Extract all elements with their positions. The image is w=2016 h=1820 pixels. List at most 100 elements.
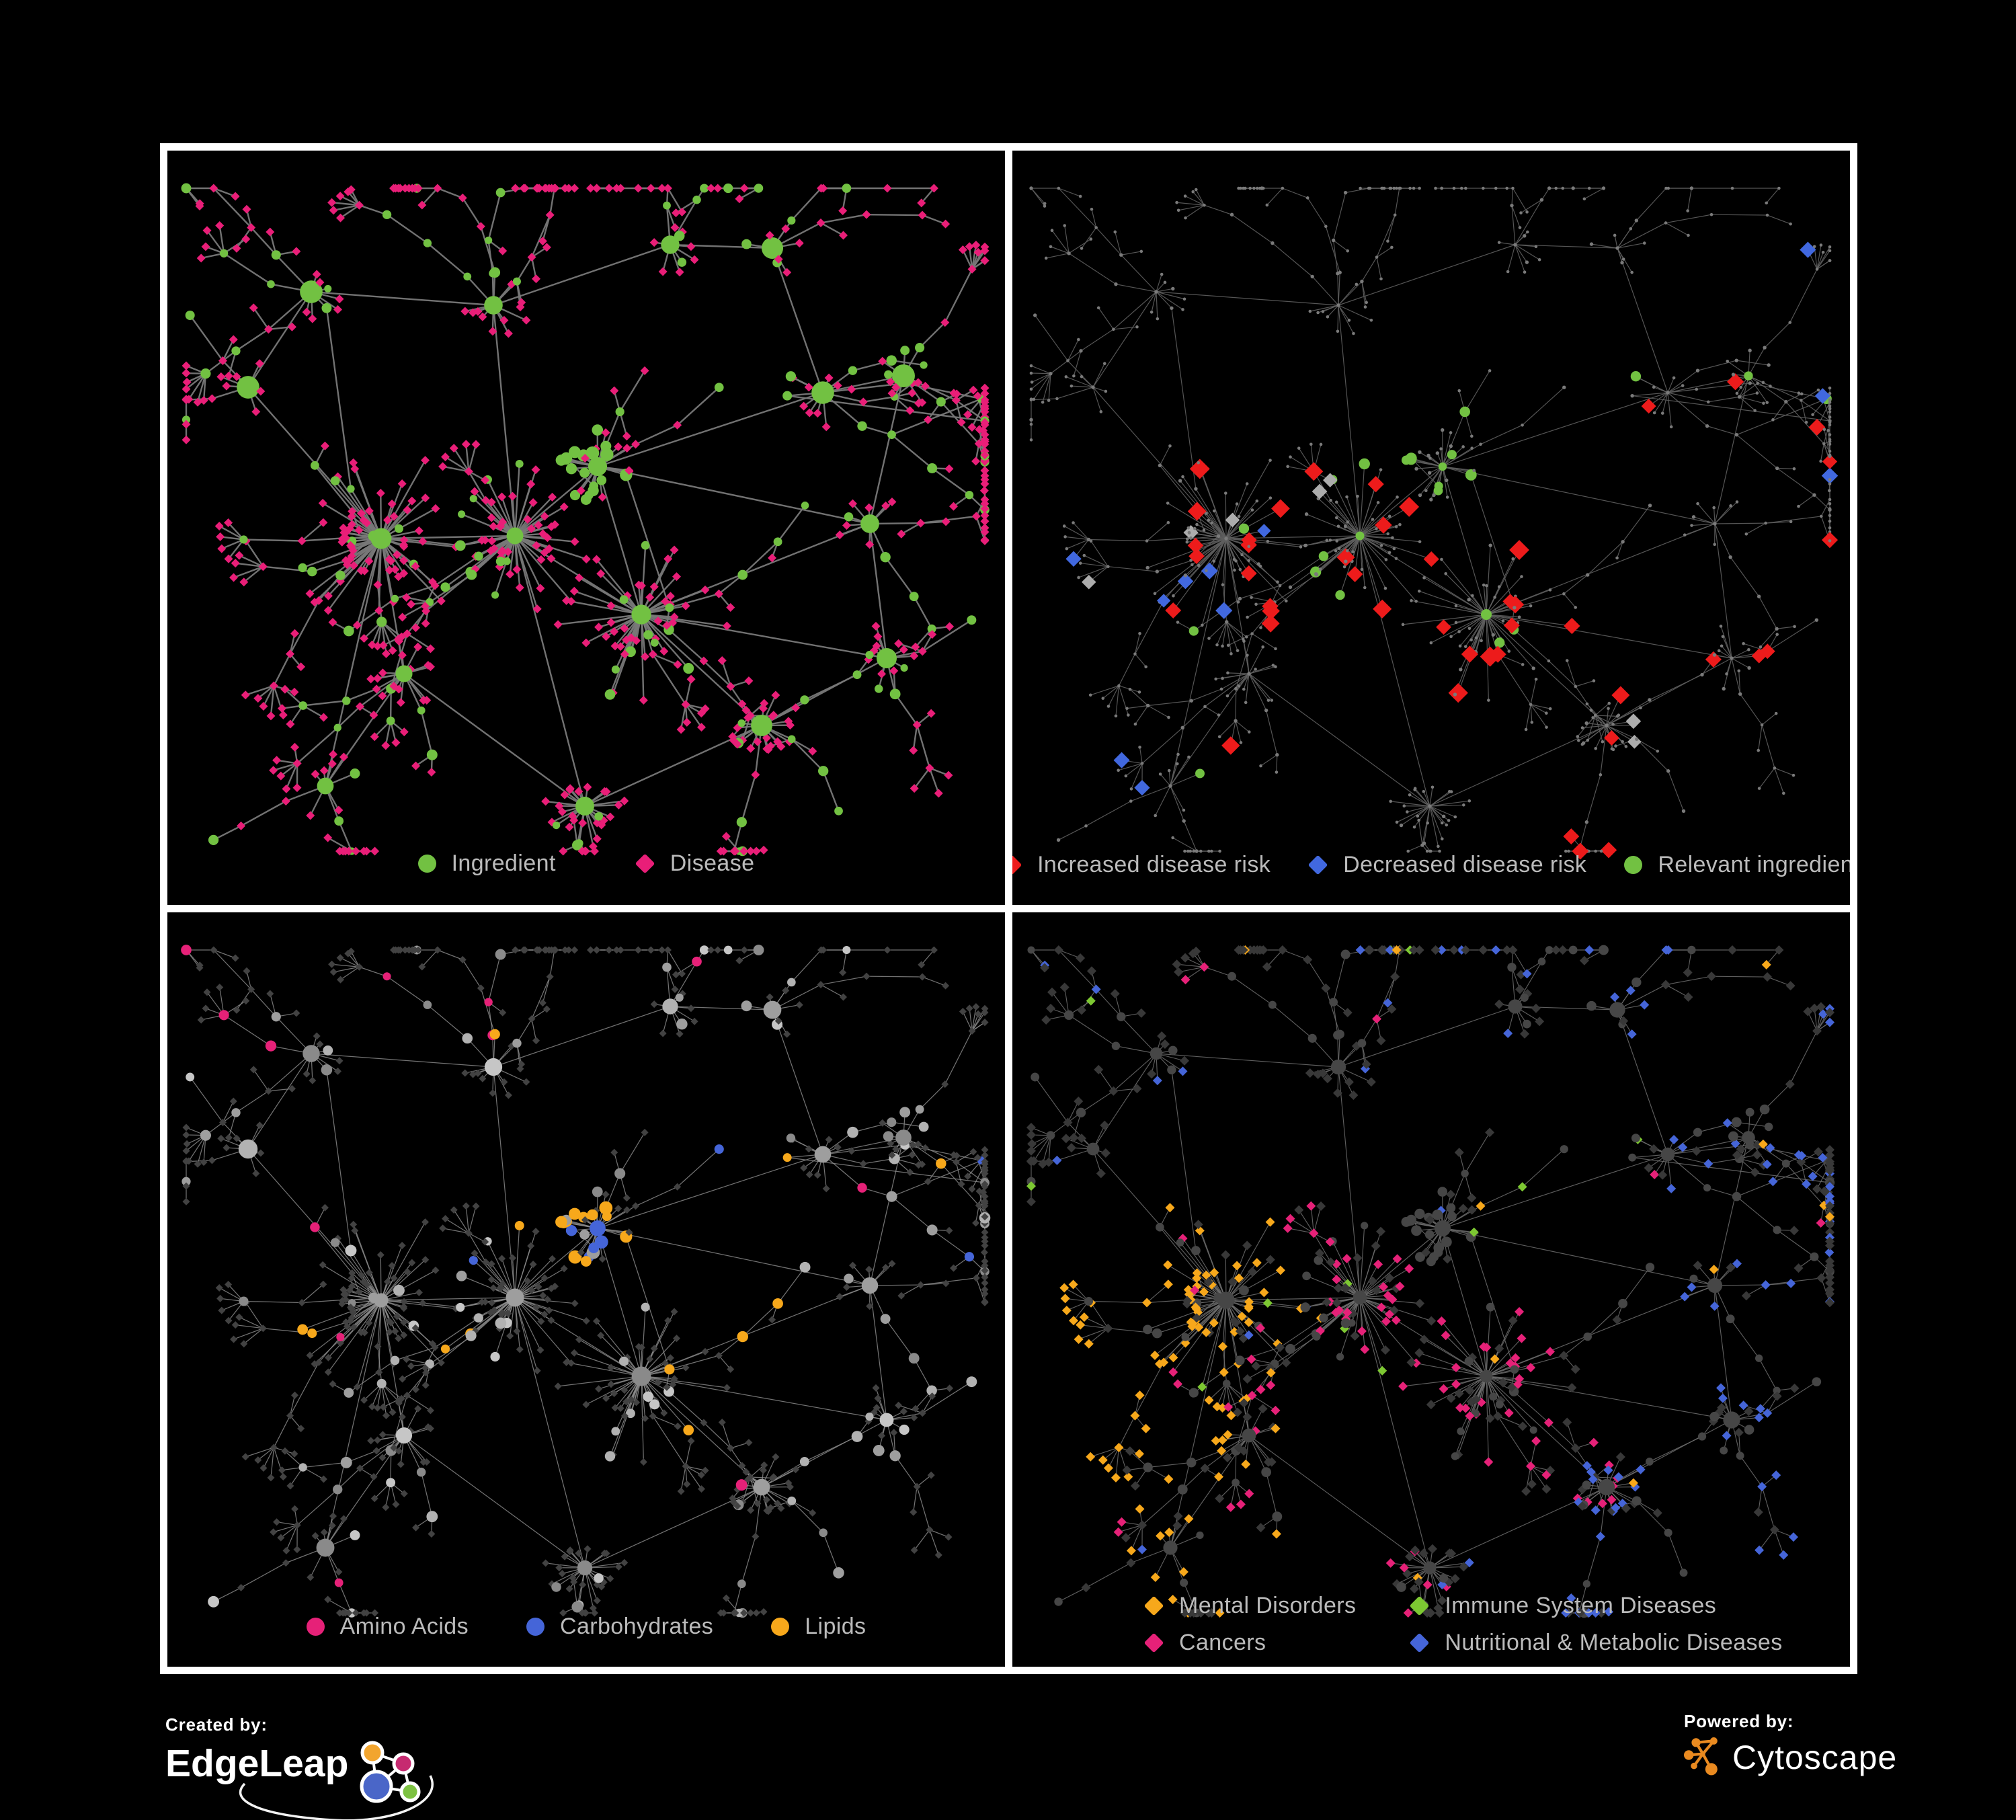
background-node	[1041, 400, 1045, 404]
mental-disorder-node	[1068, 1279, 1078, 1290]
ingredient-node	[589, 481, 599, 491]
background-node	[1800, 399, 1803, 402]
disease-node	[360, 633, 369, 643]
background-node	[1314, 571, 1318, 576]
background-node	[1163, 280, 1167, 284]
ingredient-hub-node	[317, 777, 334, 795]
background-node	[1155, 569, 1160, 573]
disease-node	[620, 1558, 629, 1567]
disease-node	[559, 1609, 567, 1617]
disease-node	[1789, 1383, 1800, 1393]
disease-node	[536, 584, 545, 593]
background-node	[1459, 186, 1463, 190]
disease-node	[536, 1346, 545, 1354]
background-node	[1656, 749, 1660, 753]
ingredient-node	[334, 816, 344, 826]
disease-node	[672, 208, 681, 218]
background-node	[1792, 467, 1796, 471]
disease-node	[1238, 945, 1248, 955]
background-node	[1757, 594, 1761, 598]
legend-item: Cancers	[1143, 1630, 1266, 1656]
background-node	[1797, 504, 1800, 508]
ingredient-node	[886, 355, 897, 366]
cancer-node	[1515, 1307, 1525, 1317]
disease-node	[774, 1499, 782, 1507]
background-node	[1720, 644, 1724, 648]
background-node	[1594, 849, 1597, 853]
background-node	[1781, 791, 1785, 795]
nutritional-metabolic-node	[1584, 945, 1595, 955]
disease-node	[714, 589, 723, 598]
nutritional-metabolic-node	[1636, 1464, 1646, 1474]
background-node	[1586, 738, 1590, 742]
disease-node	[259, 1324, 267, 1333]
background-node	[1822, 442, 1826, 446]
ingredient-node	[1508, 999, 1523, 1014]
ingredient-node	[1196, 1531, 1204, 1540]
mental-disorder-node	[1060, 1294, 1070, 1304]
nutritional-metabolic-node	[1604, 1607, 1614, 1617]
background-node	[1464, 186, 1467, 190]
cancer-node	[1439, 1384, 1449, 1394]
nutritional-metabolic-node	[1663, 945, 1673, 955]
disease-node	[315, 278, 325, 287]
background-node	[1447, 819, 1451, 822]
ingredient-node	[569, 1208, 581, 1220]
disease-node	[1204, 1608, 1214, 1618]
background-node	[1731, 372, 1736, 377]
background-node	[1753, 409, 1757, 412]
background-node	[1605, 723, 1609, 727]
panel-nutrient-classes: Amino Acids Carbohydrates Lipids	[167, 912, 1005, 1667]
ingredient-node	[579, 467, 590, 478]
disease-node	[981, 1151, 989, 1159]
disease-node	[740, 1609, 748, 1617]
mental-disorder-node	[1244, 1303, 1254, 1313]
ingredient-node	[1302, 1271, 1311, 1281]
disease-node	[843, 1283, 851, 1292]
ingredient-node	[1689, 1274, 1698, 1283]
disease-node	[771, 690, 780, 700]
disease-node	[229, 335, 238, 344]
disease-node	[378, 641, 388, 650]
background-node	[1747, 666, 1751, 670]
disease-node	[364, 557, 374, 566]
ingredient-node	[834, 806, 843, 816]
disease-node	[592, 555, 601, 564]
background-node	[1739, 385, 1742, 389]
background-node	[1238, 567, 1242, 571]
disease-node	[434, 946, 442, 954]
nutritional-metabolic-node	[1627, 1029, 1637, 1039]
background-node	[1167, 715, 1170, 719]
background-node	[1175, 200, 1178, 204]
disease-node	[1744, 1407, 1754, 1417]
disease-node	[389, 681, 399, 690]
background-node	[1392, 186, 1396, 190]
relevant-ingredient-node	[1459, 406, 1470, 418]
disease-node	[1825, 1278, 1834, 1288]
increased-risk-node	[1563, 828, 1580, 845]
disease-node	[182, 368, 191, 378]
disease-node	[1063, 1117, 1073, 1127]
background-node	[1316, 311, 1320, 315]
disease-node	[1172, 959, 1182, 970]
disease-node	[487, 1275, 495, 1283]
background-node	[1501, 619, 1505, 623]
disease-node	[766, 742, 775, 751]
disease-node	[805, 408, 814, 418]
disease-node	[824, 373, 834, 383]
disease-node	[259, 701, 268, 711]
background-node	[1757, 748, 1761, 752]
disease-node	[671, 986, 679, 994]
legend-diamond-icon	[1143, 1595, 1164, 1616]
background-node	[1812, 493, 1816, 497]
disease-node	[1506, 1382, 1517, 1392]
disease-node	[918, 647, 927, 656]
disease-node	[394, 184, 403, 193]
disease-node	[981, 1267, 989, 1275]
disease-node	[512, 565, 522, 574]
background-node	[1706, 400, 1710, 404]
mental-disorder-node	[1709, 1265, 1719, 1275]
ingredient-node	[1242, 1428, 1256, 1443]
decreased-risk-node	[1257, 524, 1271, 538]
relevant-ingredient-node	[1465, 469, 1477, 481]
